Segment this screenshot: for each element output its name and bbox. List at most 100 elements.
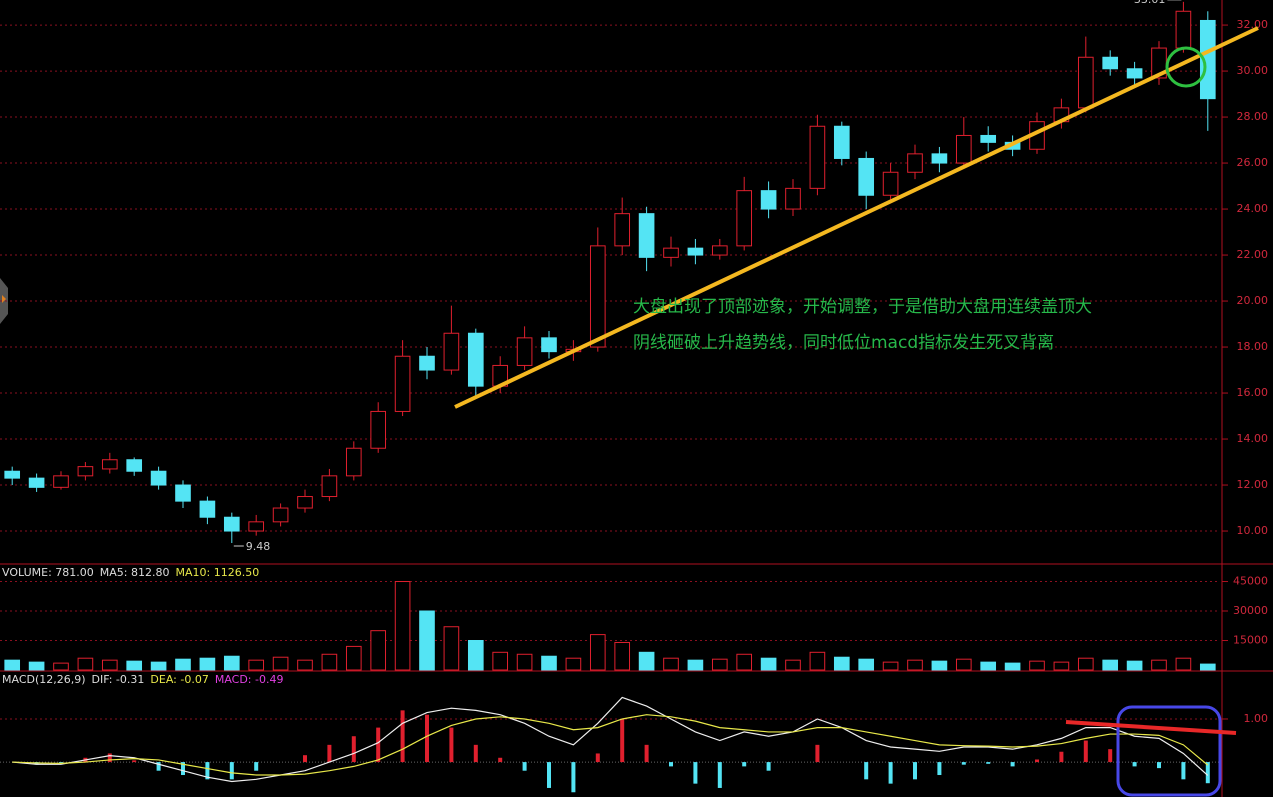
- candle-body: [931, 153, 948, 164]
- macd-bar: [961, 762, 966, 765]
- y-tick-label: 18.00: [1237, 340, 1269, 353]
- volume-bar: [638, 651, 655, 671]
- y-tick-label: 28.00: [1237, 110, 1269, 123]
- macd-bar: [1059, 751, 1064, 763]
- y-tick-label: 30000: [1233, 604, 1268, 617]
- macd-bar: [132, 760, 137, 763]
- macd-bar: [156, 762, 161, 771]
- volume-bar: [4, 659, 21, 671]
- macd-bar: [254, 762, 259, 771]
- legend-entry: MACD(12,26,9): [2, 673, 86, 686]
- macd-bar: [181, 762, 185, 776]
- candle-body: [760, 190, 777, 210]
- candle-body: [1175, 10, 1192, 49]
- volume-bar: [223, 655, 240, 671]
- candle-body: [150, 470, 167, 486]
- macd-bar: [571, 762, 576, 793]
- volume-bar: [1102, 659, 1119, 671]
- divergence-box: [1116, 705, 1222, 797]
- y-tick-label: 32.00: [1237, 18, 1269, 31]
- candle-body: [858, 157, 875, 196]
- candle-body: [638, 213, 655, 258]
- volume-bar: [1199, 663, 1216, 671]
- high-label: 33.01: [1134, 0, 1166, 6]
- macd-bar: [815, 744, 820, 763]
- macd-bar: [473, 744, 478, 763]
- volume-bar: [150, 661, 167, 671]
- macd-bar: [425, 714, 429, 763]
- volume-bar: [175, 658, 191, 671]
- macd-bar: [205, 762, 210, 780]
- legend-entry: DEA: -0.07: [150, 673, 208, 686]
- volume-bar: [199, 657, 216, 671]
- macd-bar: [351, 736, 356, 763]
- macd-bar: [547, 762, 551, 788]
- macd-bar: [644, 744, 649, 763]
- candle-body: [882, 171, 899, 196]
- y-tick-label: 10.00: [1237, 524, 1269, 537]
- candle-body: [321, 475, 338, 498]
- candle-body: [516, 337, 533, 366]
- volume-bar: [1175, 657, 1192, 671]
- volume-bar: [467, 640, 484, 671]
- volume-bar: [370, 630, 387, 671]
- volume-bar: [858, 658, 875, 671]
- volume-bar: [443, 626, 460, 671]
- candle-body: [980, 134, 997, 143]
- volume-bar: [101, 659, 118, 671]
- volume-bar: [760, 657, 777, 671]
- macd-bar: [693, 762, 698, 784]
- candle-body: [589, 245, 606, 348]
- candle-body: [101, 459, 118, 470]
- macd-bar: [107, 753, 112, 763]
- candle-body: [223, 516, 240, 532]
- volume-bar: [980, 661, 997, 671]
- y-tick-label: 26.00: [1237, 156, 1269, 169]
- volume-bar: [1053, 661, 1070, 671]
- candle-body: [370, 410, 387, 449]
- volume-bar: [394, 581, 411, 671]
- macd-bar: [669, 762, 673, 767]
- volume-bar: [736, 653, 753, 671]
- macd-bar: [522, 762, 527, 771]
- side-tab-arrow: [2, 295, 6, 303]
- volume-bar: [565, 657, 582, 671]
- y-tick-label: 16.00: [1237, 386, 1269, 399]
- legend-entry: MA5: 812.80: [100, 566, 170, 579]
- macd-bar: [742, 762, 747, 767]
- candle-body: [297, 496, 313, 509]
- volume-bar: [785, 659, 801, 671]
- macd-bar: [1083, 740, 1088, 763]
- candle-body: [1199, 19, 1216, 100]
- volume-bar: [272, 656, 289, 671]
- candle-body: [419, 355, 435, 371]
- legend-entry: DIF: -0.31: [92, 673, 145, 686]
- macd-bar: [864, 762, 869, 780]
- candle-body: [711, 245, 728, 256]
- candle-body: [907, 153, 923, 173]
- macd-bar: [1181, 762, 1186, 780]
- candle-body: [1077, 56, 1094, 109]
- y-tick-label: 24.00: [1237, 202, 1269, 215]
- y-tick-label: 45000: [1233, 575, 1268, 588]
- volume-bar: [1151, 659, 1167, 671]
- candle-body: [614, 213, 631, 247]
- candle-body: [955, 134, 972, 164]
- volume-bar: [907, 659, 923, 671]
- legend-entry: MACD: -0.49: [215, 673, 284, 686]
- volume-bar: [931, 660, 948, 671]
- macd-bar: [1205, 762, 1210, 784]
- candle-body: [1102, 56, 1119, 70]
- volume-bar: [833, 656, 850, 671]
- macd-bar: [620, 718, 625, 763]
- candle-body: [28, 477, 45, 488]
- annotation: 大盘出现了顶部迹象，开始调整，于是借助大盘用连续盖顶大: [633, 297, 1092, 317]
- volume-bar: [589, 634, 606, 671]
- candle-body: [467, 332, 484, 387]
- volume-bar: [663, 657, 679, 671]
- macd-bar: [595, 753, 600, 763]
- volume-bar: [809, 651, 826, 671]
- macd-bar: [937, 762, 942, 776]
